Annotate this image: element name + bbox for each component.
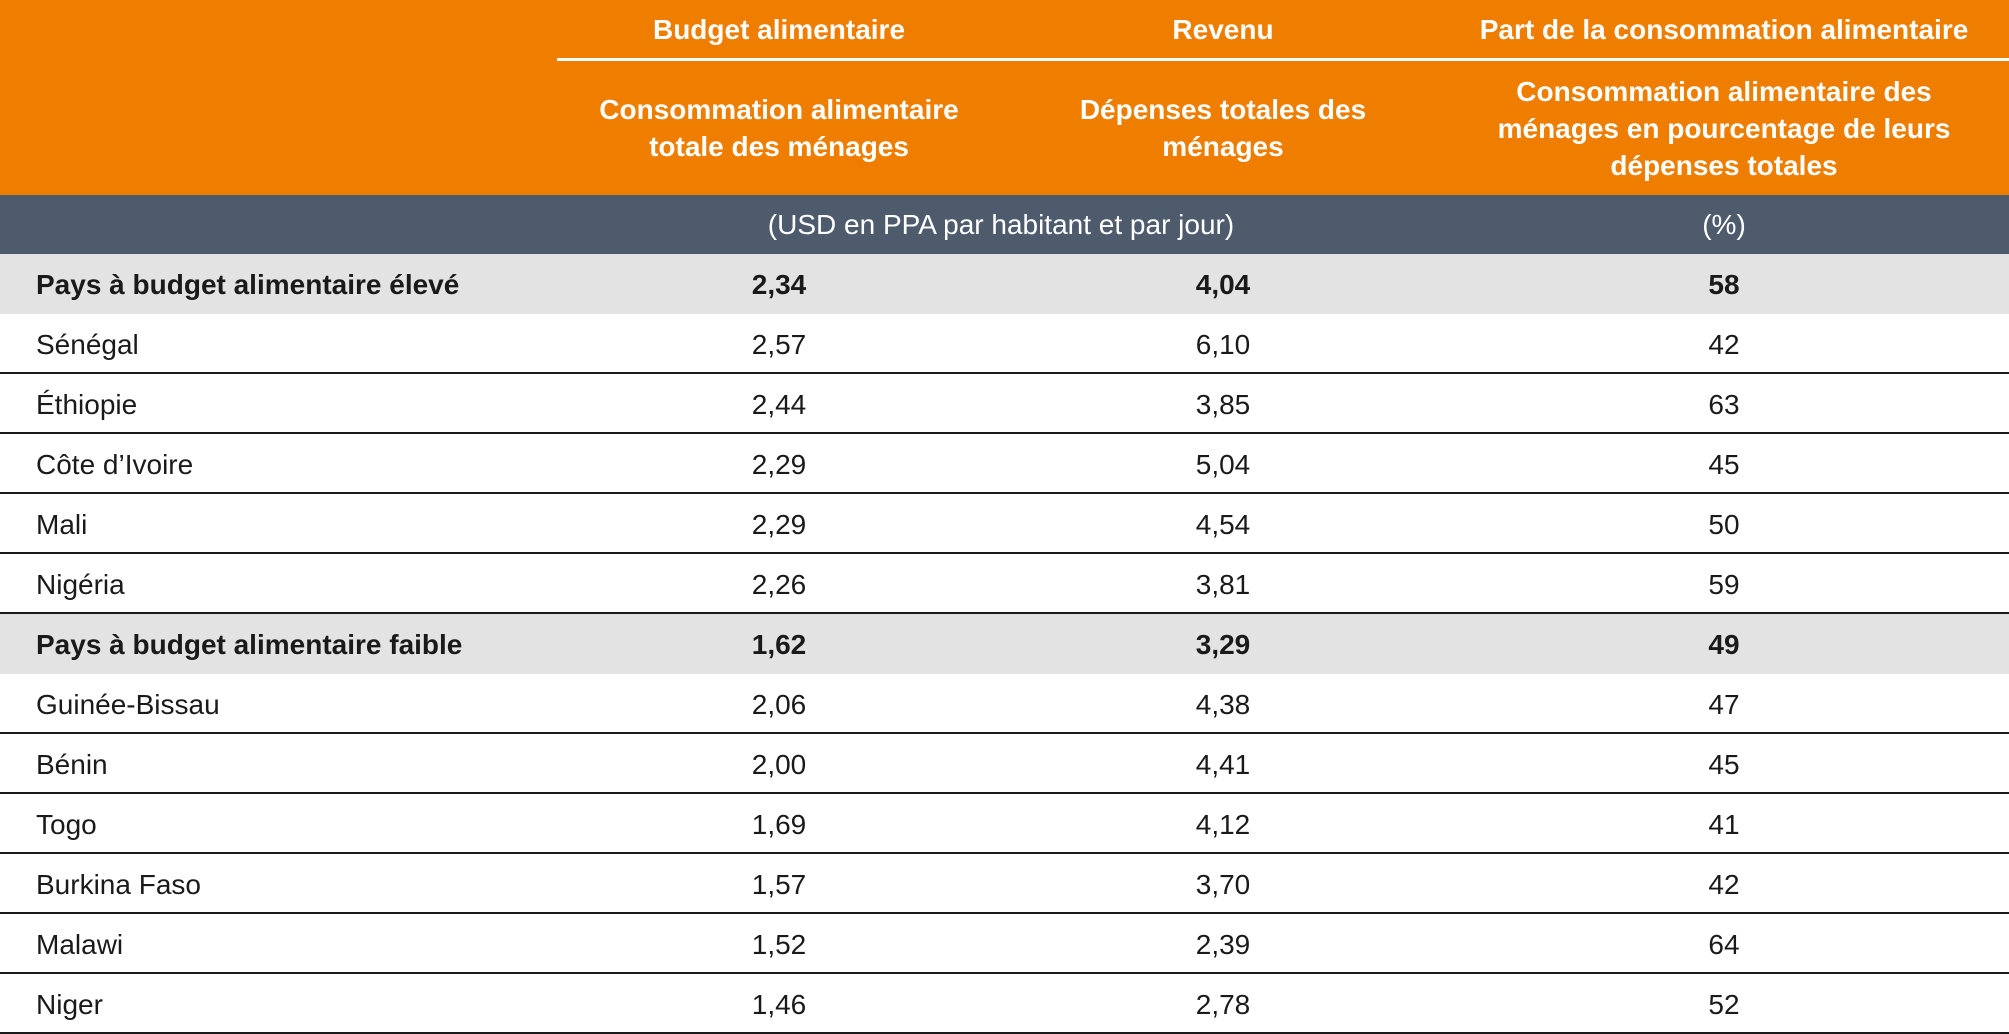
row-separator [0, 732, 2009, 734]
row-label: Pays à budget alimentaire élevé [36, 268, 460, 300]
cell: 64 [1708, 928, 1740, 960]
row-separator [0, 972, 2009, 974]
cell: 4,04 [1195, 268, 1251, 300]
cell: 2,00 [751, 748, 807, 780]
cell: 5,04 [1195, 448, 1251, 480]
column-group: Revenu [1172, 13, 1274, 45]
row-label: Bénin [36, 748, 108, 780]
row-label: Éthiopie [36, 388, 138, 420]
row-separator [0, 792, 2009, 794]
cell: 2,39 [1195, 928, 1251, 960]
cell: 2,06 [751, 688, 807, 720]
row-highlight [0, 254, 2009, 314]
row-label: Niger [36, 988, 103, 1020]
row-separator [0, 612, 2009, 614]
cell: 2,78 [1195, 988, 1251, 1020]
cell: 45 [1708, 448, 1740, 480]
row-label: Mali [36, 508, 88, 540]
cell: 1,62 [751, 628, 807, 660]
row-separator [0, 852, 2009, 854]
cell: 41 [1708, 808, 1740, 840]
cell: 1,69 [751, 808, 807, 840]
cell: 4,12 [1195, 808, 1251, 840]
row-separator [0, 912, 2009, 914]
column-group: Part de la consommation alimentaire [1479, 13, 1969, 45]
row-label: Guinée-Bissau [36, 688, 220, 720]
cell: 50 [1708, 508, 1740, 540]
cell: 1,57 [751, 868, 807, 900]
cell: 2,57 [751, 328, 807, 360]
cell: 3,70 [1195, 868, 1251, 900]
row-separator [0, 492, 2009, 494]
row-separator [0, 1032, 2009, 1034]
cell: 52 [1708, 988, 1740, 1020]
row-label: Burkina Faso [36, 868, 201, 900]
cell: 1,46 [751, 988, 807, 1020]
cell: 2,29 [751, 508, 807, 540]
cell: 59 [1708, 568, 1740, 600]
column-group: Budget alimentaire [652, 13, 906, 45]
cell: 42 [1708, 868, 1740, 900]
row-label: Nigéria [36, 568, 125, 600]
cell: 6,10 [1195, 328, 1251, 360]
row-label: Côte d’Ivoire [36, 448, 194, 480]
cell: 1,52 [751, 928, 807, 960]
cell: 4,41 [1195, 748, 1251, 780]
column-header: Consommation alimentaire totale des ména… [599, 94, 959, 162]
row-separator [0, 372, 2009, 374]
header-rule [557, 58, 2009, 61]
cell: 3,81 [1195, 568, 1251, 600]
row-label: Togo [36, 808, 97, 840]
cell: 58 [1708, 268, 1740, 300]
unit-label: (USD en PPA par habitant et par jour) [767, 209, 1235, 240]
cell: 2,34 [751, 268, 807, 300]
cell: 63 [1708, 388, 1740, 420]
cell: 2,29 [751, 448, 807, 480]
column-header: Dépenses totales des ménages [1079, 94, 1367, 162]
row-label: Pays à budget alimentaire faible [36, 628, 463, 660]
cell: 3,29 [1195, 628, 1251, 660]
units-band [0, 195, 2009, 254]
row-separator [0, 432, 2009, 434]
cell: 3,85 [1195, 388, 1251, 420]
cell: 47 [1708, 688, 1740, 720]
cell: 2,26 [751, 568, 807, 600]
cell: 45 [1708, 748, 1740, 780]
cell: 2,44 [751, 388, 807, 420]
row-label: Sénégal [36, 328, 139, 360]
header-band [0, 0, 2009, 195]
cell: 4,54 [1195, 508, 1251, 540]
cell: 49 [1708, 628, 1740, 660]
row-highlight [0, 614, 2009, 674]
cell: 42 [1708, 328, 1740, 360]
row-label: Malawi [36, 928, 124, 960]
cell: 4,38 [1195, 688, 1251, 720]
unit-label: (%) [1702, 209, 1746, 240]
column-header: Consommation alimentaire des ménages en … [1497, 75, 1951, 181]
row-separator [0, 552, 2009, 554]
